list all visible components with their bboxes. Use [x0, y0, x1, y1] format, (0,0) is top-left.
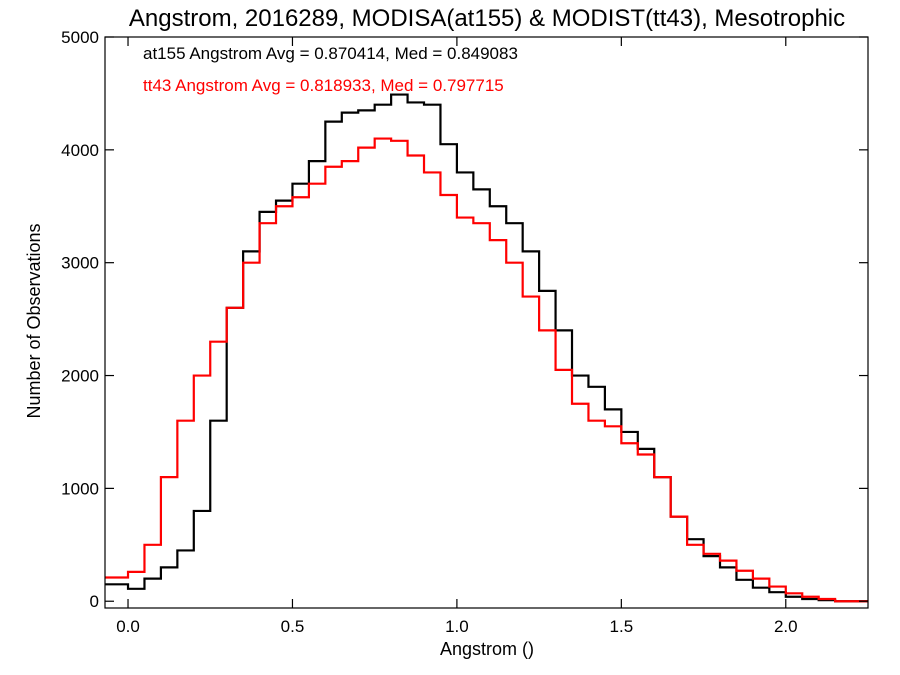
y-axis-label: Number of Observations: [24, 223, 44, 418]
y-tick-label: 1000: [61, 479, 99, 498]
chart-title: Angstrom, 2016289, MODISA(at155) & MODIS…: [129, 5, 845, 32]
x-tick-label: 2.0: [774, 617, 798, 636]
x-tick-label: 0.0: [116, 617, 140, 636]
x-axis-label: Angstrom (): [440, 639, 534, 659]
y-tick-label: 0: [90, 592, 99, 611]
x-tick-label: 1.0: [445, 617, 469, 636]
y-tick-label: 2000: [61, 367, 99, 386]
y-tick-label: 4000: [61, 141, 99, 160]
annotation-tt43: tt43 Angstrom Avg = 0.818933, Med = 0.79…: [143, 76, 504, 95]
x-tick-label: 1.5: [610, 617, 634, 636]
series-line-1: [105, 137, 868, 603]
plot-frame: [104, 36, 869, 609]
series-line-0: [105, 93, 868, 603]
annotation-at155: at155 Angstrom Avg = 0.870414, Med = 0.8…: [143, 44, 518, 63]
tick-layer: 0.0 0.5 1.0 1.5 2.0 0 1000 2000 3000 4000 5000: [61, 28, 868, 636]
series-layer: [105, 93, 868, 603]
y-tick-label: 5000: [61, 28, 99, 47]
x-tick-label: 0.5: [281, 617, 305, 636]
y-tick-label: 3000: [61, 254, 99, 273]
